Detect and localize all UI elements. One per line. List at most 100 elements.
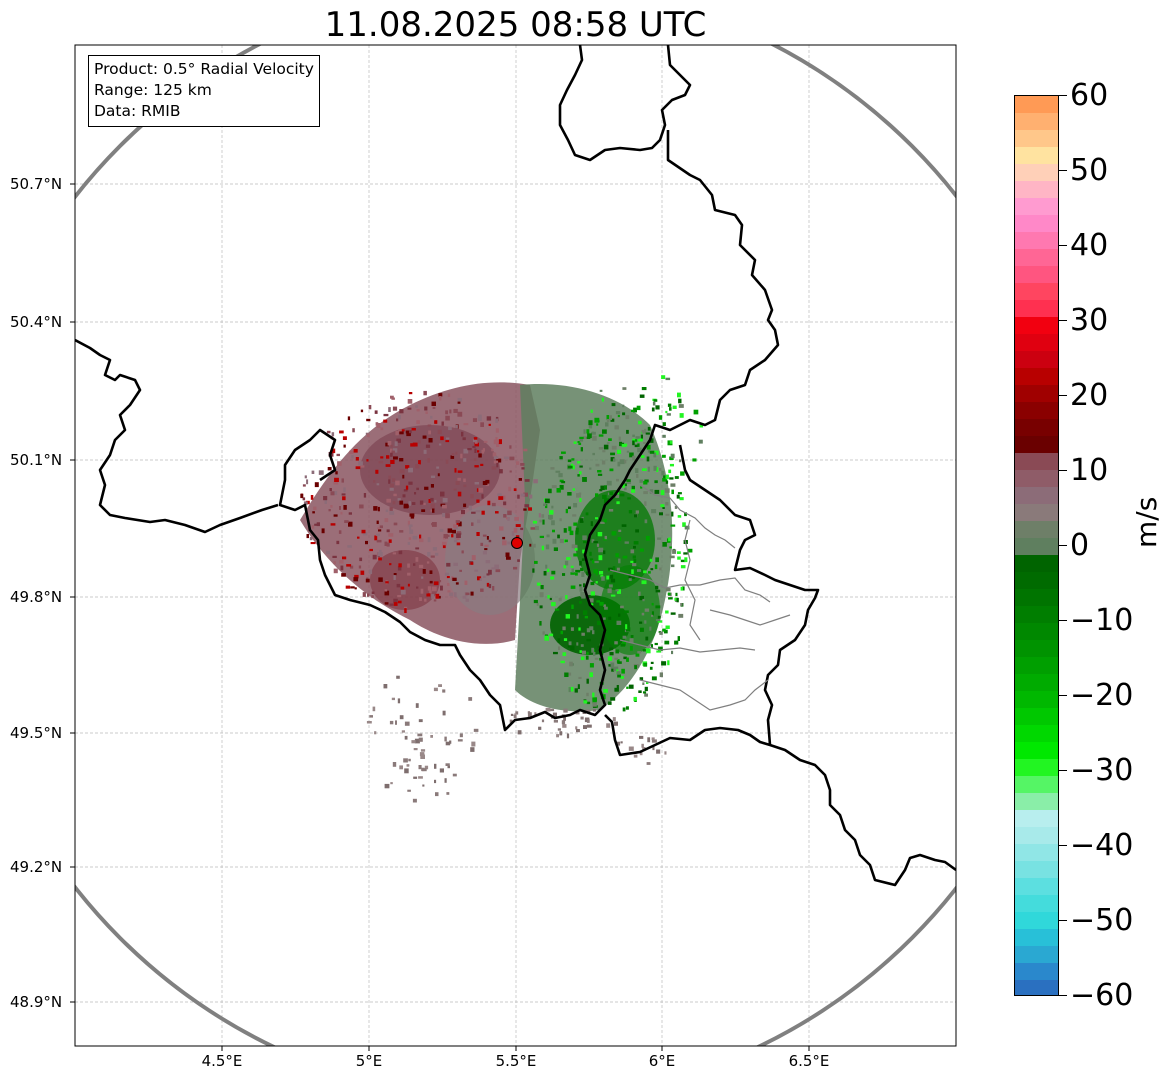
echo-pixel [378,557,382,561]
echo-pixel [669,407,672,411]
echo-pixel [678,404,684,408]
echo-pixel [377,506,380,512]
echo-pixel [513,527,518,533]
lon-label: 5.5°E [495,1052,537,1070]
echo-pixel [568,686,574,692]
echo-pixel [639,677,644,681]
echo-pixel [669,477,674,480]
echo-pixel [399,431,404,435]
echo-pixel [453,562,458,566]
echo-pixel [616,501,620,505]
echo-pixel [516,461,520,465]
echo-pixel [660,504,665,508]
echo-pixel [499,469,503,474]
echo-pixel [586,701,591,705]
echo-pixel [439,396,442,401]
echo-pixel [541,545,545,551]
echo-pixel [634,439,638,442]
echo-pixel [592,452,595,456]
echo-pixel [585,512,589,516]
echo-pixel [462,437,466,441]
echo-pixel [415,557,419,562]
echo-pixel [547,595,550,599]
echo-pixel [438,684,442,687]
echo-pixel [445,513,450,519]
echo-pixel [672,405,677,409]
radar-echoes [300,375,704,803]
echo-pixel [472,445,476,448]
echo-pixel [376,520,379,524]
echo-pixel [404,721,410,726]
echo-pixel [435,593,440,599]
echo-pixel [383,413,389,417]
echo-pixel [534,712,537,716]
echo-pixel [636,405,641,411]
echo-pixel [568,687,571,693]
echo-pixel [601,576,605,581]
echo-pixel [667,403,672,407]
echo-pixel [458,521,462,527]
echo-pixel [595,573,598,576]
echo-pixel [642,649,648,652]
echo-pixel [388,533,394,537]
echo-pixel [340,511,343,515]
echo-pixel [349,450,354,454]
echo-pixel [446,437,450,440]
echo-pixel [558,597,562,602]
echo-pixel [573,544,578,549]
echo-pixel [563,708,568,713]
echo-pixel [586,628,591,633]
echo-pixel [360,570,365,575]
echo-pixel [662,506,665,509]
echo-pixel [604,498,609,504]
echo-pixel [453,539,458,543]
echo-pixel [429,589,432,594]
echo-pixel [606,442,610,445]
echo-pixel [524,479,530,482]
echo-pixel [606,575,610,580]
echo-pixel [616,478,619,482]
echo-pixel [518,478,522,481]
echo-pixel [671,511,674,517]
echo-pixel [579,560,582,566]
echo-pixel [456,531,462,535]
echo-pixel [439,768,444,773]
colorbar-tick [1059,170,1067,171]
echo-pixel [407,583,410,587]
echo-pixel [597,532,603,537]
echo-pixel [602,494,607,499]
echo-pixel [649,438,654,443]
echo-pixel [398,429,403,433]
echo-pixel [608,438,612,441]
echo-pixel [475,510,481,513]
echo-pixel [648,571,651,574]
echo-pixel [446,534,450,537]
echo-pixel [611,668,615,672]
echo-pixel [473,728,479,732]
echo-pixel [417,733,423,737]
echo-pixel [616,685,619,689]
echo-pixel [467,448,472,451]
echo-pixel [559,518,562,522]
echo-pixel [471,522,474,526]
echo-pixel [394,441,398,447]
echo-pixel [367,593,370,597]
echo-pixel [475,441,478,444]
echo-pixel [659,672,663,678]
echo-pixel [420,754,425,759]
echo-pixel [420,588,424,594]
echo-pixel [618,558,621,564]
colorbar-step [1015,147,1058,165]
echo-pixel [386,498,391,503]
echo-pixel [634,665,637,670]
echo-pixel [557,728,561,731]
echo-pixel [644,608,650,612]
echo-pixel [669,546,672,549]
echo-pixel [397,498,401,501]
echo-pixel [578,627,581,631]
echo-pixel [678,613,684,618]
echo-pixel [422,435,427,439]
echo-pixel [637,569,642,572]
echo-pixel [463,478,466,482]
echo-pixel [597,645,601,649]
